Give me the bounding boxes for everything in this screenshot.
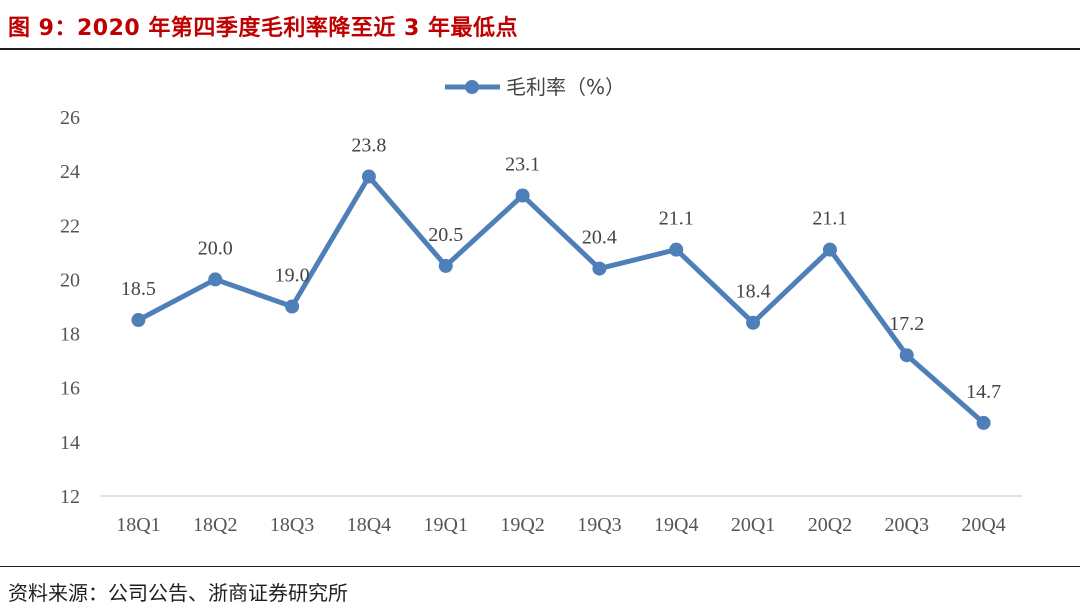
y-tick-label: 22 [60,215,80,237]
x-tick-label: 20Q3 [885,514,929,536]
x-tick-label: 19Q3 [577,514,621,536]
data-points [131,169,991,430]
data-point [669,242,684,257]
data-point [822,242,837,257]
x-tick-label: 18Q3 [270,514,314,536]
legend: 毛利率（%） [445,75,625,99]
data-label: 21.1 [659,208,694,230]
y-tick-label: 24 [60,161,80,183]
bottom-divider [0,566,1080,567]
x-tick-label: 20Q4 [961,514,1005,536]
data-label: 23.1 [505,154,540,176]
data-label: 20.4 [582,227,617,249]
y-tick-label: 12 [60,486,80,508]
y-tick-label: 18 [60,324,80,346]
x-tick-label: 19Q2 [500,514,544,536]
data-point [131,313,146,328]
data-label: 17.2 [889,313,924,335]
x-tick-label: 20Q1 [731,514,775,536]
data-label: 18.4 [736,281,771,303]
y-tick-label: 14 [60,432,80,454]
data-label: 21.1 [812,208,847,230]
y-tick-label: 20 [60,269,80,291]
data-point [285,299,300,314]
x-tick-label: 18Q4 [347,514,391,536]
x-tick-label: 20Q2 [808,514,852,536]
y-tick-label: 26 [60,107,80,129]
data-point [208,272,223,287]
source-note: 资料来源：公司公告、浙商证券研究所 [8,581,348,605]
data-label: 23.8 [351,135,386,157]
y-axis-ticks: 12 14 16 18 20 22 24 26 [60,107,80,508]
x-axis-ticks: 18Q1 18Q2 18Q3 18Q4 19Q1 19Q2 19Q3 19Q4 20Q1 20Q2… [116,514,1006,536]
legend-series-name: 毛利率（%） [506,75,625,99]
data-label: 20.5 [428,224,463,246]
x-tick-label: 18Q1 [116,514,160,536]
data-point [899,348,914,363]
data-point [438,258,453,273]
figure-title: 图 9：2020 年第四季度毛利率降至近 3 年最低点 [8,16,518,41]
x-tick-label: 19Q1 [424,514,468,536]
data-point [746,315,761,330]
series-line [135,174,987,426]
x-tick-label: 18Q2 [193,514,237,536]
data-point [592,261,607,276]
data-point [515,188,530,203]
data-point [361,169,376,184]
data-label: 20.0 [198,237,233,259]
legend-dot-marker [465,80,479,94]
data-label: 19.0 [275,265,310,287]
data-point [976,415,991,430]
x-tick-label: 19Q4 [654,514,698,536]
top-divider [0,48,1080,50]
data-label: 14.7 [966,381,1001,403]
data-label: 18.5 [121,278,156,300]
y-tick-label: 16 [60,378,80,400]
data-labels: 18.5 20.0 19.0 23.8 20.5 23.1 20.4 21.1 18.4 21.1… [121,135,1001,403]
